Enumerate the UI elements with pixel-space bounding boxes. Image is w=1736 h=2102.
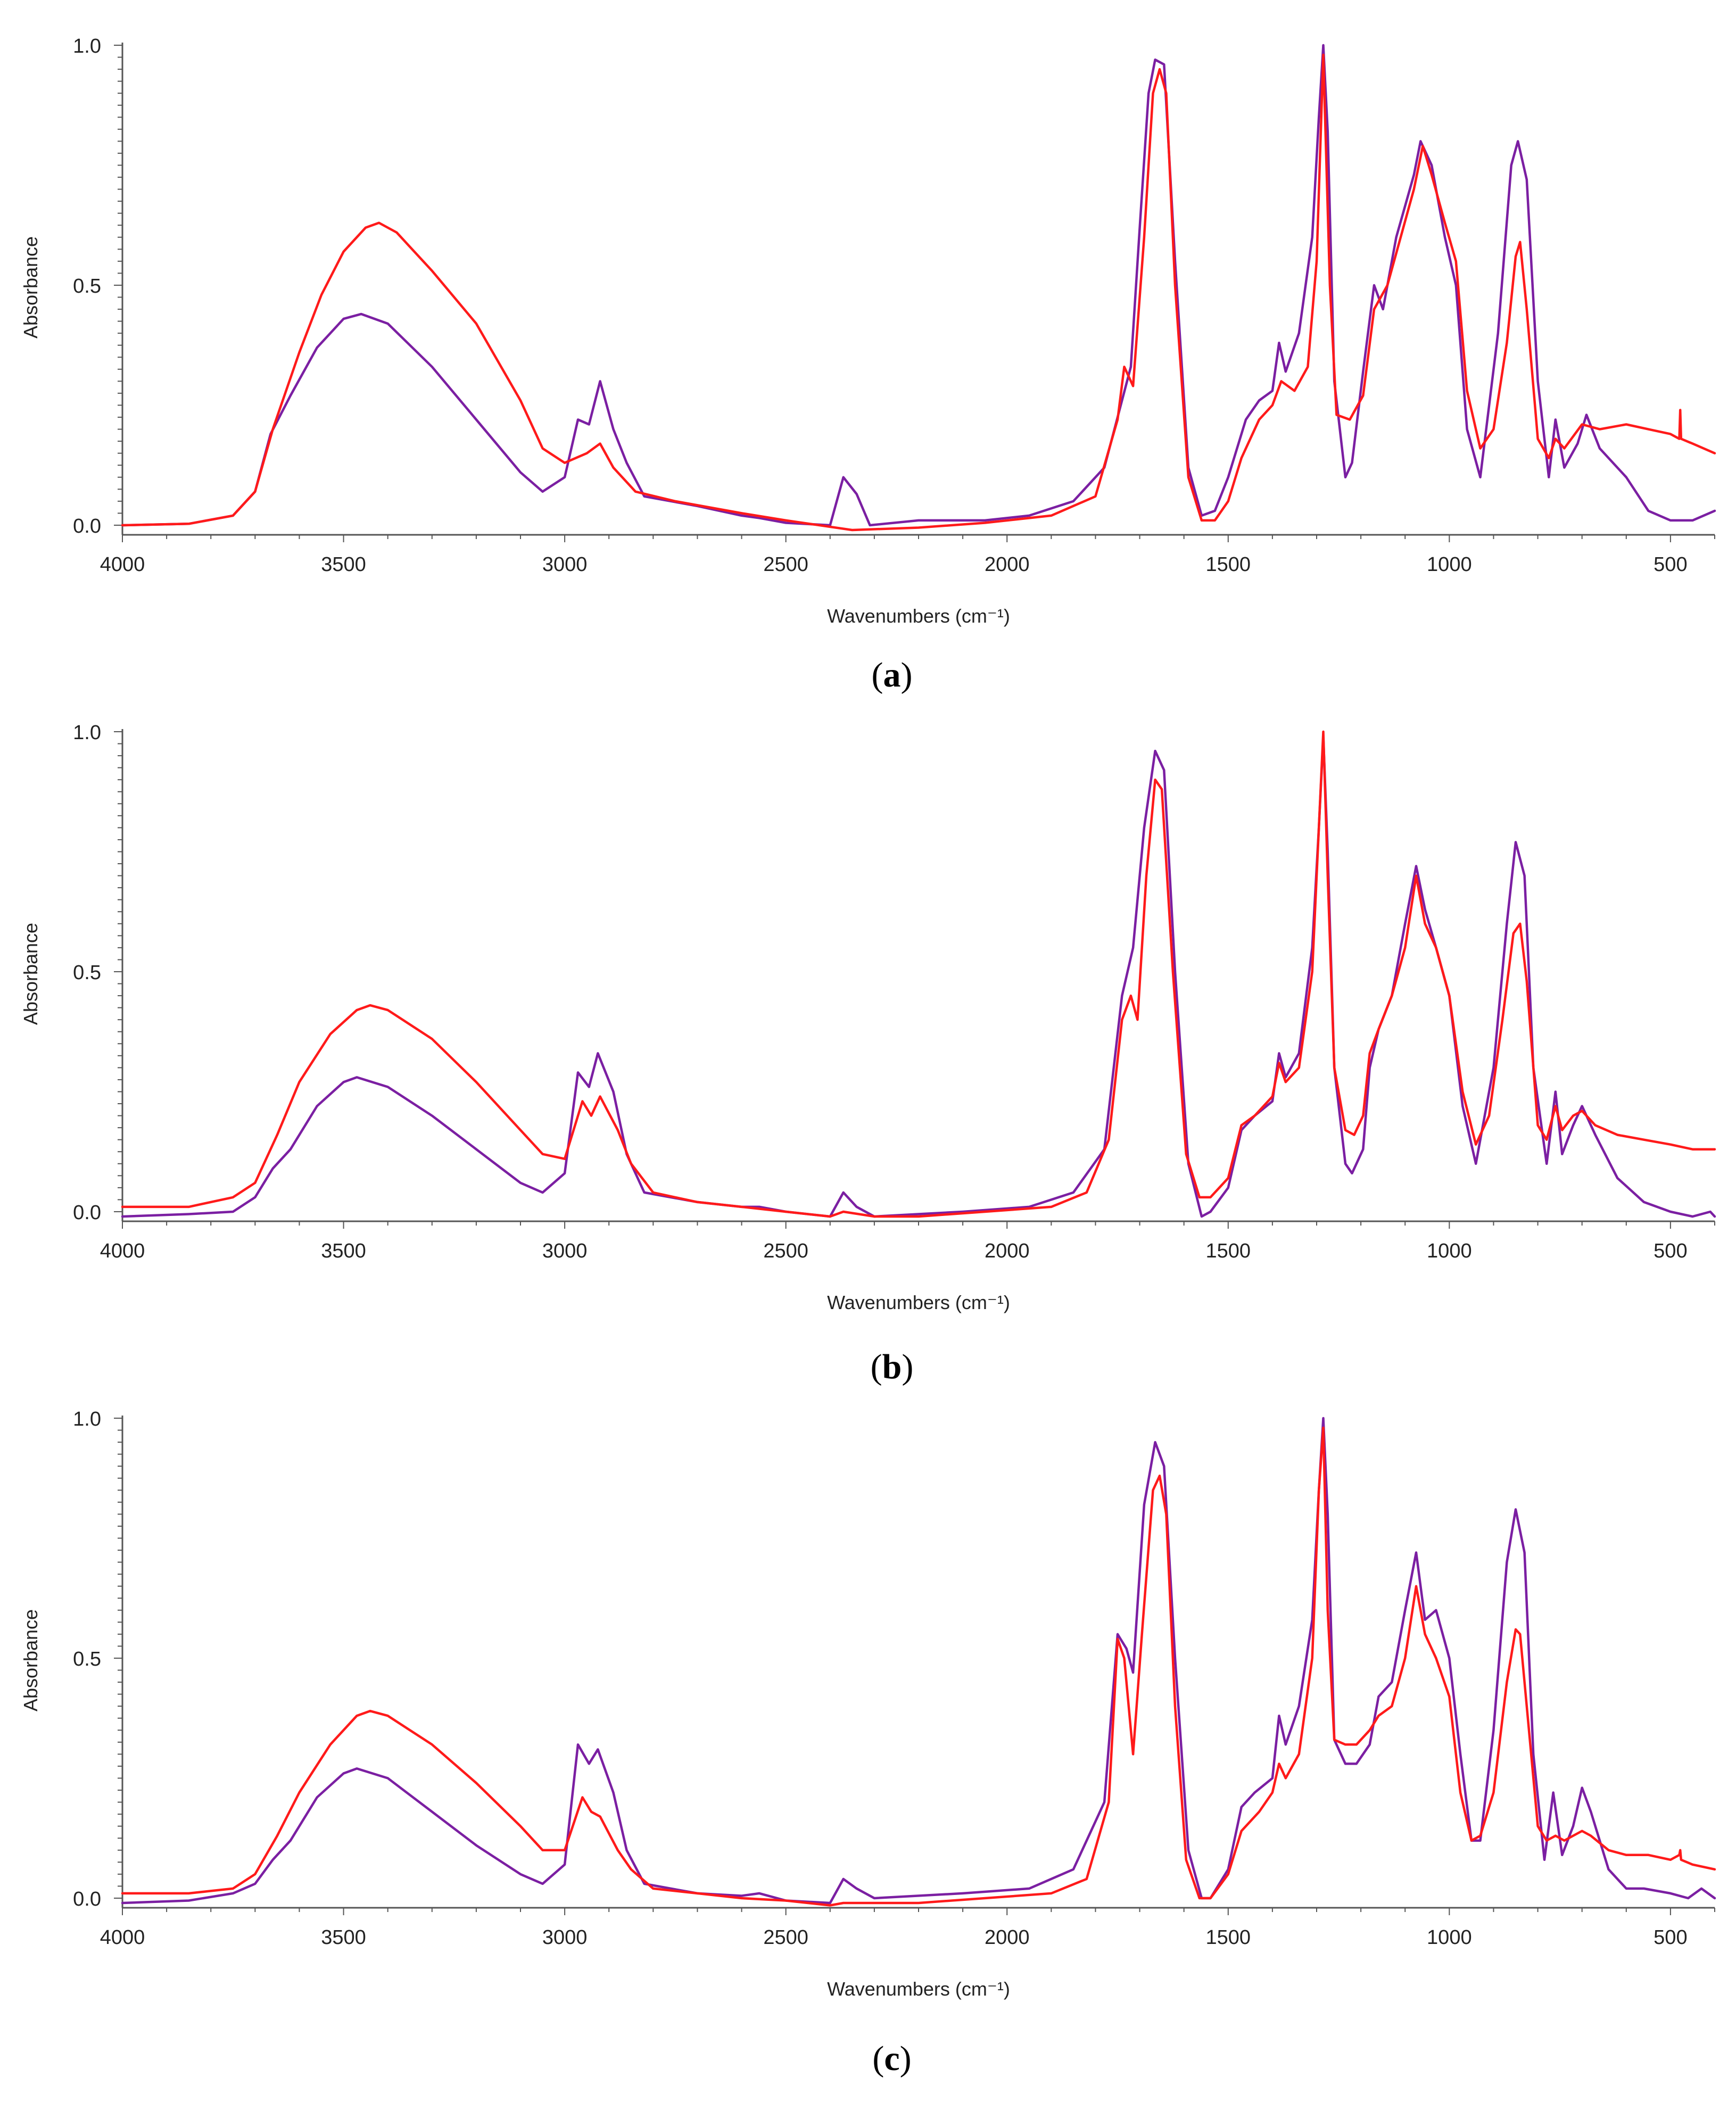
y-axis-label: Absorbance xyxy=(20,923,42,1025)
x-tick-label: 500 xyxy=(1654,1240,1687,1262)
x-tick-label: 1500 xyxy=(1206,553,1251,576)
chart-panel-a: 0.0 0.5 1.0 4000 3500 3000 2500 2000 1500 1000 500… xyxy=(20,35,1716,694)
x-tick-label: 2500 xyxy=(763,1240,808,1262)
x-tick-label: 2000 xyxy=(985,1926,1030,1949)
y-tick-label: 1.0 xyxy=(73,722,101,744)
y-tick-label: 0.0 xyxy=(73,1202,101,1224)
x-tick-label: 3000 xyxy=(542,1926,588,1949)
x-tick-label: 3000 xyxy=(542,1240,588,1262)
series-line-purple xyxy=(121,1417,1716,1905)
y-tick-label: 0.5 xyxy=(73,1648,101,1670)
y-tick-label: 1.0 xyxy=(73,35,101,57)
series-line-red xyxy=(121,1426,1716,1907)
chart-panel-b: 0.0 0.5 1.0 4000 3500 3000 2500 2000 1500 1000 500… xyxy=(20,722,1716,1386)
x-axis-label: Wavenumbers (cm⁻¹) xyxy=(827,1978,1010,2000)
x-tick-label: 2000 xyxy=(985,1240,1030,1262)
y-tick-label: 0.5 xyxy=(73,962,101,984)
panel-caption: (a) xyxy=(872,656,913,694)
caption-paren-close: ) xyxy=(901,656,913,694)
x-tick-label: 500 xyxy=(1654,1926,1687,1949)
x-tick-label: 4000 xyxy=(100,1926,145,1949)
series-line-red xyxy=(121,53,1716,532)
x-tick-label: 4000 xyxy=(100,553,145,576)
x-tick-label: 3500 xyxy=(321,553,366,576)
y-tick-label: 0.0 xyxy=(73,515,101,537)
caption-paren-open: ( xyxy=(872,2039,884,2078)
chart-panel-c: 0.0 0.5 1.0 4000 3500 3000 2500 2000 1500 1000 500… xyxy=(20,1408,1716,2078)
series-line-red xyxy=(121,730,1716,1218)
caption-letter: a xyxy=(883,656,901,694)
x-axis-label: Wavenumbers (cm⁻¹) xyxy=(827,1292,1010,1313)
caption-letter: c xyxy=(884,2039,899,2078)
y-axis-label: Absorbance xyxy=(20,1609,42,1711)
x-tick-label: 4000 xyxy=(100,1240,145,1262)
x-tick-label: 1500 xyxy=(1206,1240,1251,1262)
x-tick-label: 1500 xyxy=(1206,1926,1251,1949)
y-tick-label: 0.5 xyxy=(73,275,101,297)
panel-caption: (c) xyxy=(872,2039,911,2078)
y-tick-label: 1.0 xyxy=(73,1408,101,1430)
x-tick-label: 1000 xyxy=(1427,1926,1472,1949)
x-tick-label: 2000 xyxy=(985,553,1030,576)
caption-paren-close: ) xyxy=(900,2039,912,2078)
panel-caption: (b) xyxy=(871,1347,914,1386)
x-tick-label: 1000 xyxy=(1427,553,1472,576)
x-tick-label: 1000 xyxy=(1427,1240,1472,1262)
series-line-purple xyxy=(121,735,1716,1218)
x-axis-label: Wavenumbers (cm⁻¹) xyxy=(827,605,1010,627)
x-tick-label: 2500 xyxy=(763,1926,808,1949)
caption-paren-close: ) xyxy=(902,1347,913,1386)
x-tick-label: 2500 xyxy=(763,553,808,576)
x-tick-label: 3000 xyxy=(542,553,588,576)
x-tick-label: 3500 xyxy=(321,1240,366,1262)
y-tick-label: 0.0 xyxy=(73,1888,101,1910)
x-tick-label: 3500 xyxy=(321,1926,366,1949)
caption-paren-open: ( xyxy=(871,1347,882,1386)
x-tick-label: 500 xyxy=(1654,553,1687,576)
caption-paren-open: ( xyxy=(872,656,883,694)
series-line-purple xyxy=(121,44,1716,527)
y-axis-label: Absorbance xyxy=(20,236,42,338)
caption-letter: b xyxy=(882,1347,902,1386)
